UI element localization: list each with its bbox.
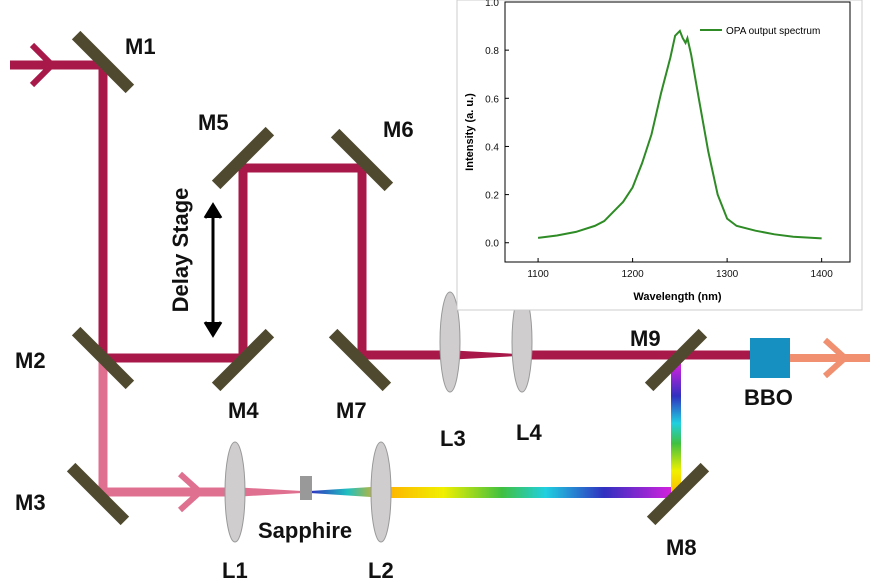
- mirror-label: M2: [15, 348, 46, 373]
- mirror: [66, 462, 130, 526]
- lens-label: L2: [368, 558, 394, 583]
- y-tick-label: 0.4: [485, 142, 499, 153]
- lens-label: L4: [516, 420, 542, 445]
- mirror-label: M3: [15, 490, 46, 515]
- sapphire-crystal: [300, 476, 312, 500]
- mirror-label: M1: [125, 34, 156, 59]
- x-tick-label: 1300: [716, 269, 739, 280]
- mirror-label: M8: [666, 535, 697, 560]
- y-tick-label: 0.2: [485, 191, 499, 202]
- focus-beam: [232, 487, 302, 497]
- y-tick-label: 1.0: [485, 0, 499, 9]
- lens: [439, 291, 461, 393]
- beams: [10, 42, 870, 513]
- mirrors: [66, 30, 710, 526]
- mirror-label: M4: [228, 398, 259, 423]
- mirror-label: M7: [336, 398, 367, 423]
- mirror: [71, 326, 135, 390]
- x-tick-label: 1100: [527, 269, 549, 280]
- y-tick-label: 0.6: [485, 94, 499, 105]
- arrow: [29, 42, 57, 88]
- delay-arrow: [203, 202, 223, 338]
- white-light: [310, 486, 385, 498]
- mirror: [71, 30, 135, 94]
- mirror: [328, 328, 392, 392]
- mirror-label: M6: [383, 117, 414, 142]
- mirror-label: M5: [198, 110, 229, 135]
- crystal-label: BBO: [744, 385, 793, 410]
- x-tick-label: 1200: [621, 269, 644, 280]
- lens-label: L3: [440, 426, 466, 451]
- mirror-label: M9: [630, 326, 661, 351]
- lens-label: L1: [222, 558, 248, 583]
- focus-beam: [445, 350, 518, 360]
- inset-frame: [456, 0, 863, 311]
- lens: [224, 441, 246, 543]
- bbo-crystal: [750, 338, 790, 378]
- plot-area: [504, 1, 851, 263]
- white-light: [385, 487, 677, 498]
- mirror: [211, 328, 275, 392]
- y-tick-label: 0.8: [485, 46, 499, 57]
- mirror: [211, 126, 275, 190]
- arrow: [822, 337, 850, 379]
- crystal-label: Sapphire: [258, 518, 352, 543]
- white-light: [671, 362, 681, 498]
- lens: [370, 441, 392, 543]
- x-axis-label: Wavelength (nm): [633, 291, 722, 303]
- legend-label: OPA output spectrum: [726, 26, 820, 37]
- x-tick-label: 1400: [811, 269, 834, 280]
- pump-beam: [10, 60, 445, 363]
- arrow: [177, 471, 205, 513]
- mirror: [644, 328, 708, 392]
- y-tick-label: 0.0: [485, 239, 499, 250]
- mirror: [330, 128, 394, 192]
- y-axis-label: Intensity (a. u.): [464, 93, 476, 171]
- mirror: [646, 462, 710, 526]
- series-line: [537, 29, 822, 240]
- delay-stage-label: Delay Stage: [168, 188, 193, 313]
- inset-chart: 1100 1200 1300 1400 0.0 0.2 0.4 0.6 0.8 1.0 Wavele…: [456, 0, 863, 311]
